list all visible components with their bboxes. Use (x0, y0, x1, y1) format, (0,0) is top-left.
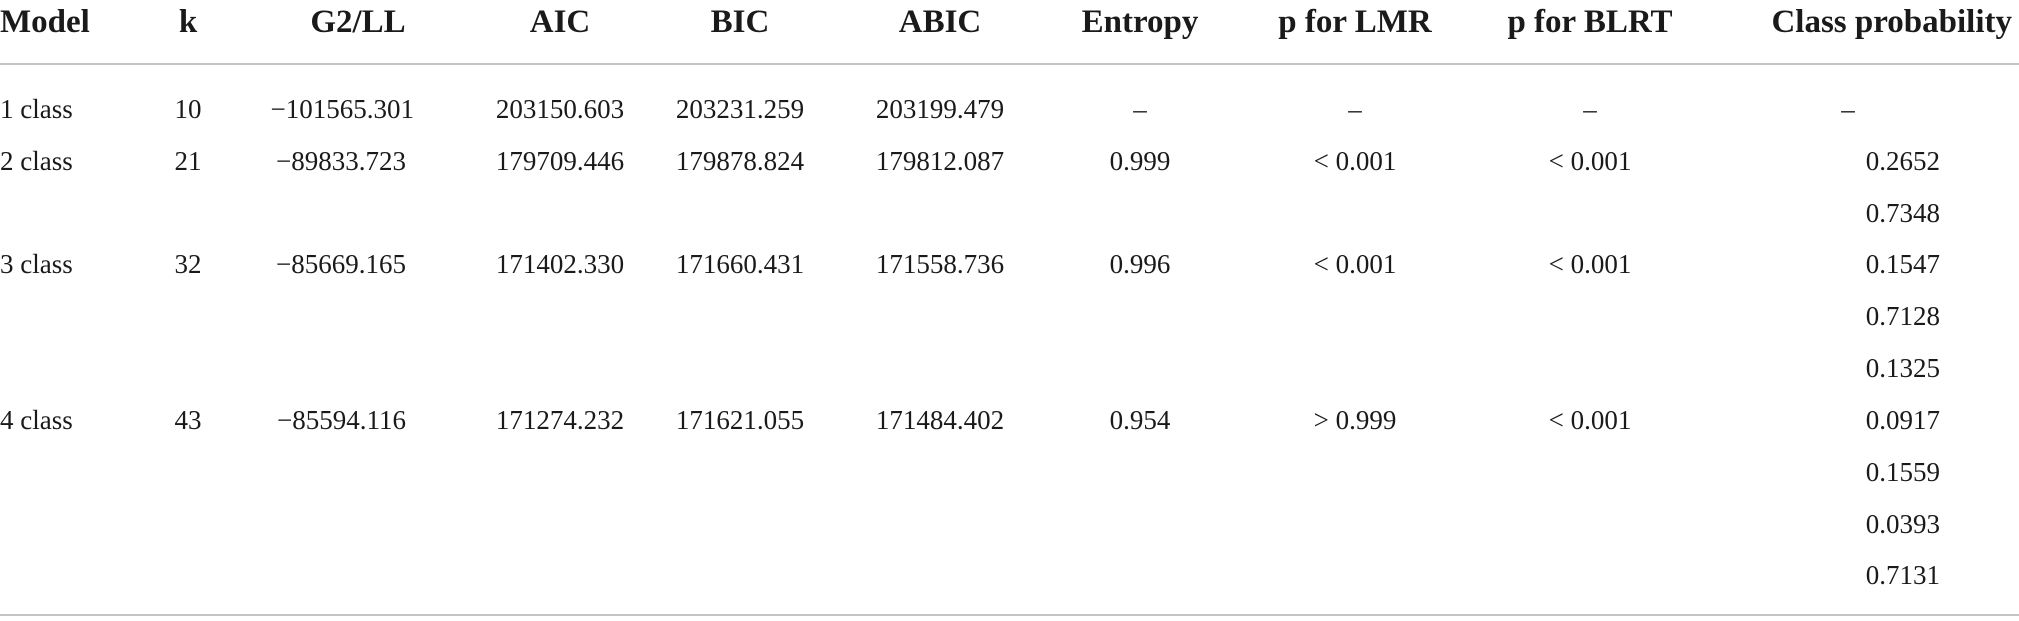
cell-class-probability: 0.1547 (1865, 249, 1940, 279)
cell-class-probability: 0.7131 (1865, 560, 1940, 590)
cell-aic: 203150.603 (495, 94, 625, 124)
cell-model: 4 class (0, 405, 73, 435)
header-abic: ABIC (898, 4, 982, 40)
header-g2ll: G2/LL (310, 4, 406, 40)
cell-p-blrt: < 0.001 (1548, 249, 1632, 279)
cell-abic: 179812.087 (875, 146, 1005, 176)
cell-p-lmr: < 0.001 (1313, 249, 1397, 279)
header-p-blrt: p for BLRT (1507, 4, 1673, 40)
cell-class-probability: 0.1325 (1865, 353, 1940, 383)
cell-p-blrt: < 0.001 (1548, 146, 1632, 176)
cell-g2ll: −101565.301 (270, 94, 414, 124)
cell-k: 10 (174, 94, 202, 124)
cell-bic: 179878.824 (675, 146, 805, 176)
header-class-probability: Class probability (1771, 4, 2012, 40)
cell-entropy: 0.954 (1109, 405, 1171, 435)
cell-entropy: – (1133, 94, 1147, 124)
cell-class-probability: 0.7128 (1865, 301, 1940, 331)
header-model: Model (0, 4, 90, 40)
cell-p-blrt: – (1583, 94, 1597, 124)
cell-k: 43 (174, 405, 202, 435)
cell-class-probability: – (1841, 94, 1855, 124)
cell-aic: 171402.330 (495, 249, 625, 279)
cell-abic: 171484.402 (875, 405, 1005, 435)
cell-entropy: 0.996 (1109, 249, 1171, 279)
header-aic: AIC (529, 4, 591, 40)
cell-entropy: 0.999 (1109, 146, 1171, 176)
footer-rule (0, 614, 2019, 616)
header-rule (0, 63, 2019, 65)
header-entropy: Entropy (1081, 4, 1199, 40)
cell-aic: 171274.232 (495, 405, 625, 435)
cell-g2ll: −85669.165 (276, 249, 406, 279)
cell-abic: 171558.736 (875, 249, 1005, 279)
cell-model: 1 class (0, 94, 73, 124)
cell-g2ll: −85594.116 (277, 405, 406, 435)
cell-class-probability: 0.2652 (1865, 146, 1940, 176)
cell-class-probability: 0.7348 (1865, 198, 1940, 228)
cell-bic: 171660.431 (675, 249, 805, 279)
cell-bic: 171621.055 (675, 405, 805, 435)
cell-p-lmr: > 0.999 (1313, 405, 1397, 435)
cell-aic: 179709.446 (495, 146, 625, 176)
cell-class-probability: 0.0393 (1865, 509, 1940, 539)
cell-k: 21 (174, 146, 202, 176)
header-k: k (178, 4, 198, 40)
cell-model: 3 class (0, 249, 73, 279)
cell-bic: 203231.259 (675, 94, 805, 124)
cell-p-lmr: – (1348, 94, 1362, 124)
header-p-lmr: p for LMR (1278, 4, 1432, 40)
header-bic: BIC (710, 4, 770, 40)
cell-abic: 203199.479 (875, 94, 1005, 124)
cell-k: 32 (174, 249, 202, 279)
cell-class-probability: 0.1559 (1865, 457, 1940, 487)
cell-p-lmr: < 0.001 (1313, 146, 1397, 176)
cell-p-blrt: < 0.001 (1548, 405, 1632, 435)
cell-class-probability: 0.0917 (1865, 405, 1940, 435)
cell-model: 2 class (0, 146, 73, 176)
cell-g2ll: −89833.723 (276, 146, 406, 176)
